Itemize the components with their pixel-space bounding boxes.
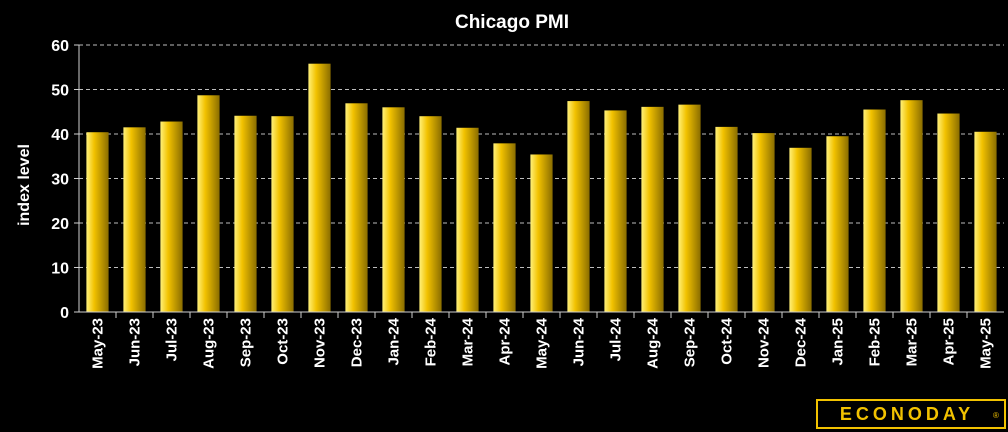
bar-may-25 bbox=[974, 131, 997, 312]
y-axis-ticks: 0 10 20 30 40 50 60 bbox=[51, 38, 79, 322]
bar-aug-24 bbox=[641, 106, 664, 312]
bars bbox=[86, 63, 997, 313]
bar-may-24 bbox=[530, 154, 553, 312]
bar-sep-24 bbox=[678, 104, 701, 312]
bar-mar-25 bbox=[900, 100, 923, 313]
x-tick-label: Apr-25 bbox=[941, 318, 958, 366]
econoday-logo: ECONODAY ® bbox=[816, 399, 1006, 429]
x-tick-label: May-24 bbox=[534, 317, 551, 369]
bar-apr-24 bbox=[493, 143, 516, 312]
x-tick-label: Jul-24 bbox=[608, 317, 625, 361]
y-tick-label: 50 bbox=[51, 83, 69, 100]
logo-registered-mark: ® bbox=[993, 411, 999, 420]
x-tick-label: Apr-24 bbox=[497, 317, 514, 365]
bar-jan-25 bbox=[826, 136, 849, 312]
bar-oct-23 bbox=[271, 116, 294, 312]
y-tick-label: 40 bbox=[51, 127, 69, 144]
bar-jan-24 bbox=[382, 107, 405, 312]
x-tick-label: Jul-23 bbox=[164, 318, 181, 361]
bar-may-23 bbox=[86, 132, 109, 312]
x-tick-label: Jan-25 bbox=[830, 318, 847, 366]
x-tick-label: Oct-24 bbox=[719, 317, 736, 364]
x-tick-label: Mar-25 bbox=[904, 318, 921, 366]
x-tick-label: May-23 bbox=[90, 318, 107, 369]
bar-dec-23 bbox=[345, 103, 368, 312]
x-tick-label: Nov-24 bbox=[756, 317, 773, 368]
y-tick-label: 0 bbox=[60, 305, 69, 322]
x-tick-label: Aug-23 bbox=[201, 318, 218, 369]
x-tick-label: Jan-24 bbox=[386, 317, 403, 365]
y-tick-label: 20 bbox=[51, 216, 69, 233]
x-tick-label: Dec-24 bbox=[793, 317, 810, 367]
bar-oct-24 bbox=[715, 126, 738, 312]
logo-text: ECONODAY bbox=[840, 404, 974, 424]
bar-jun-24 bbox=[567, 101, 590, 312]
x-tick-label: Feb-24 bbox=[423, 317, 440, 366]
y-tick-label: 30 bbox=[51, 172, 69, 189]
bar-jul-24 bbox=[604, 110, 627, 312]
bar-nov-23 bbox=[308, 63, 331, 312]
y-tick-label: 60 bbox=[51, 38, 69, 55]
bar-feb-24 bbox=[419, 116, 442, 312]
x-tick-label: Sep-23 bbox=[238, 318, 255, 367]
chart-title: Chicago PMI bbox=[455, 12, 569, 33]
bar-feb-25 bbox=[863, 109, 886, 313]
x-tick-label: May-25 bbox=[978, 318, 995, 369]
x-tick-label: Dec-23 bbox=[349, 318, 366, 367]
bar-apr-25 bbox=[937, 113, 960, 312]
x-tick-label: Jun-24 bbox=[571, 317, 588, 366]
y-tick-label: 10 bbox=[51, 261, 69, 278]
bar-dec-24 bbox=[789, 147, 812, 312]
x-tick-label: Jun-23 bbox=[127, 318, 144, 366]
x-tick-label: Aug-24 bbox=[645, 317, 662, 368]
y-axis-label: index level bbox=[16, 144, 33, 226]
x-tick-label: Sep-24 bbox=[682, 317, 699, 367]
bar-jun-23 bbox=[123, 127, 146, 312]
x-tick-label: Nov-23 bbox=[312, 318, 329, 368]
x-tick-label: Feb-25 bbox=[867, 318, 884, 366]
bar-sep-23 bbox=[234, 115, 257, 312]
x-tick-label: Mar-24 bbox=[460, 317, 477, 366]
bar-aug-23 bbox=[197, 95, 220, 312]
bar-jul-23 bbox=[160, 121, 183, 312]
bar-nov-24 bbox=[752, 133, 775, 312]
bar-mar-24 bbox=[456, 127, 479, 313]
x-axis-ticks: May-23 Jun-23 Jul-23 Aug-23 Sep-23 Oct-23 Nov-… bbox=[90, 312, 995, 369]
x-tick-label: Oct-23 bbox=[275, 318, 292, 365]
